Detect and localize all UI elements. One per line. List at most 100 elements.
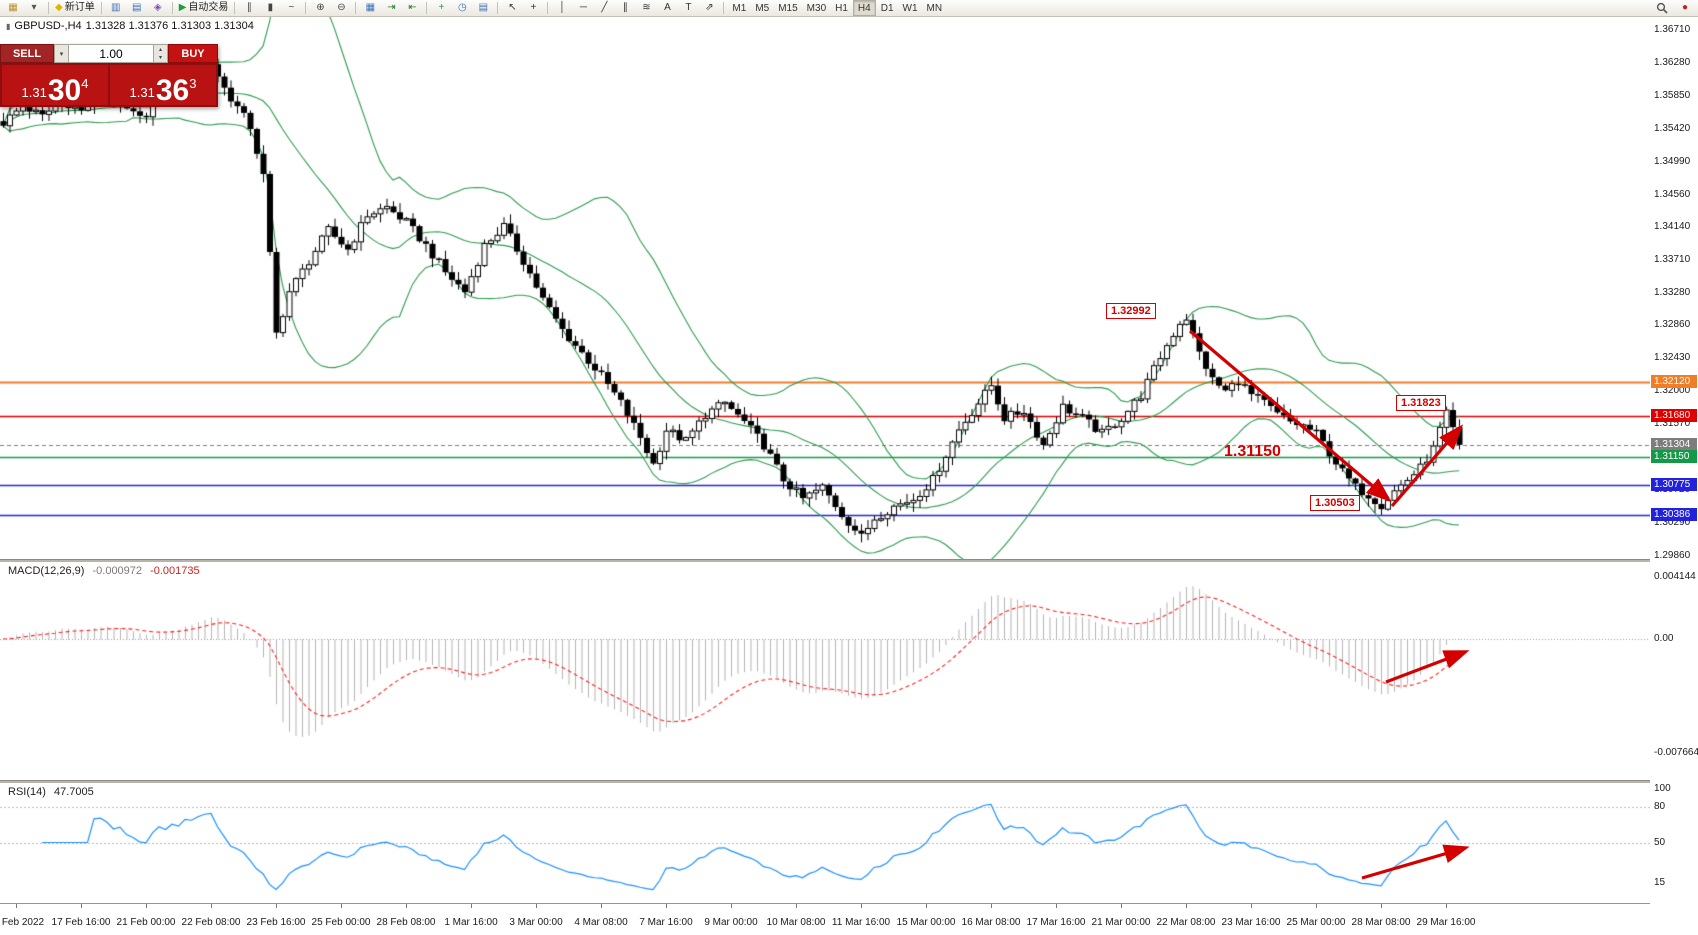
horizontal-line-button[interactable]: ─ (573, 1, 593, 16)
buy-button[interactable]: BUY (168, 44, 218, 63)
toolbar-separator (426, 2, 428, 14)
periods-button-icon: ◷ (458, 2, 467, 13)
macd-panel[interactable] (0, 561, 1650, 780)
time-tick (406, 904, 407, 908)
chart-title: ▮ GBPUSD-,H4 1.31328 1.31376 1.31303 1.3… (6, 20, 254, 32)
panel-separator[interactable] (0, 559, 1698, 562)
toolbar: ▦ ▾ ◆ 新订单 ▥ ▤ ◈ ▶ 自动交易 ∥ ▮ ~ ⊕ ⊖ ▦ ⇥ ⇤ + ◷ ▤ ↖ + │ ─ ╱ ∥ ≋ A T ⇗ M1 M5 M… (0, 0, 1698, 17)
time-label: 16 Mar 08:00 (961, 917, 1021, 928)
new-order-button[interactable]: ◆ 新订单 (53, 1, 97, 16)
search-button[interactable] (1652, 1, 1672, 16)
timeframe-m15[interactable]: M15 (774, 1, 801, 15)
line-chart-button[interactable]: ~ (281, 1, 301, 16)
market-watch-button[interactable]: ▥ (106, 1, 126, 16)
timeframe-m15-label: M15 (778, 2, 798, 14)
time-label: 15 Mar 00:00 (896, 917, 956, 928)
price-line-label: 1.31680 (1651, 409, 1697, 422)
timeframe-m30-label: M30 (806, 2, 827, 14)
crosshair-button[interactable]: + (523, 1, 543, 16)
stepper-up-icon[interactable]: ▴ (154, 45, 167, 54)
navigator-button-icon: ◈ (153, 2, 162, 13)
timeframe-d1-label: D1 (880, 2, 894, 14)
time-tick (16, 904, 17, 908)
symbol-period-label: GBPUSD-,H4 (14, 20, 82, 32)
rsi-scale-label: 15 (1654, 877, 1666, 889)
arrows-button[interactable]: ⇗ (699, 1, 719, 16)
time-tick (211, 904, 212, 908)
data-window-button[interactable]: ▤ (127, 1, 147, 16)
sell-button[interactable]: SELL (0, 44, 54, 63)
macd-scale-label: 0.004144 (1654, 571, 1696, 583)
price-tick: 1.34560 (1654, 188, 1691, 200)
timeframe-mn-label: MN (926, 2, 943, 14)
zoom-in-button[interactable]: ⊕ (310, 1, 330, 16)
vertical-line-button[interactable]: │ (552, 1, 572, 16)
macd-scale-label: 0.00 (1654, 633, 1674, 644)
alert-button[interactable]: ● (1675, 1, 1695, 16)
price-scale[interactable]: 1.36710 1.36280 1.35850 1.35420 1.34990 1.345… (1650, 17, 1698, 935)
timeframe-d1[interactable]: D1 (877, 1, 898, 15)
templates-button[interactable]: ▤ (473, 1, 493, 16)
timeframe-h4[interactable]: H4 (852, 0, 876, 16)
new-chart-button[interactable]: ▦ (3, 1, 23, 16)
rsi-label: RSI(14) 47.7005 (8, 786, 94, 798)
stepper-down-icon[interactable]: ▾ (154, 53, 167, 62)
price-annotation[interactable]: 1.31823 (1396, 395, 1446, 411)
main-chart[interactable] (0, 17, 1650, 559)
price-annotation[interactable]: 1.30503 (1310, 495, 1360, 511)
timeframe-m1[interactable]: M1 (728, 1, 750, 15)
price-tick: 1.35850 (1654, 89, 1691, 101)
text-button[interactable]: A (657, 1, 677, 16)
ask-main: 36 (155, 74, 190, 107)
timeframe-m5[interactable]: M5 (751, 1, 773, 15)
candlestick-chart-button[interactable]: ▮ (260, 1, 280, 16)
tile-windows-button[interactable]: ▦ (360, 1, 380, 16)
timeframe-h1[interactable]: H1 (831, 1, 852, 15)
auto-scroll-button[interactable]: ⇥ (381, 1, 401, 16)
time-tick (1121, 904, 1122, 908)
panel-separator[interactable] (0, 780, 1698, 783)
timeframe-w1[interactable]: W1 (899, 1, 922, 15)
ask-price[interactable]: 1.31 36 3 (110, 65, 216, 107)
ohlc-values: 1.31328 1.31376 1.31303 1.31304 (85, 20, 254, 32)
rsi-panel[interactable] (0, 782, 1650, 903)
volume-input[interactable] (69, 44, 153, 63)
price-tick: 1.34990 (1654, 155, 1691, 167)
toolbar-separator (171, 2, 173, 14)
chart-dropdown[interactable]: ▾ (24, 1, 44, 16)
chart-shift-button[interactable]: ⇤ (402, 1, 422, 16)
price-annotation[interactable]: 1.32992 (1106, 303, 1156, 319)
price-annotation[interactable]: 1.31150 (1224, 443, 1281, 460)
rsi-scale-label: 50 (1654, 836, 1666, 848)
rsi-value: 47.7005 (53, 786, 94, 798)
time-tick (81, 904, 82, 908)
text-label-button[interactable]: T (678, 1, 698, 16)
time-axis[interactable]: 17 Feb 2022 17 Feb 16:00 21 Feb 00:00 22 Fe… (0, 904, 1650, 935)
timeframe-m30[interactable]: M30 (803, 1, 830, 15)
indicators-button[interactable]: + (431, 1, 451, 16)
rsi-scale-label: 100 (1654, 783, 1671, 794)
zoom-out-button[interactable]: ⊖ (331, 1, 351, 16)
periods-button[interactable]: ◷ (452, 1, 472, 16)
volume-dropdown[interactable]: ▾ (54, 44, 69, 63)
cursor-button[interactable]: ↖ (502, 1, 522, 16)
price-line-label: 1.31150 (1651, 449, 1697, 463)
time-tick (341, 904, 342, 908)
bid-price[interactable]: 1.31 30 4 (2, 65, 108, 106)
time-label: 25 Mar 00:00 (1286, 917, 1346, 928)
rsi-name: RSI(14) (8, 786, 46, 798)
price-tick: 1.36280 (1654, 56, 1691, 68)
price-tick: 1.36710 (1654, 24, 1691, 35)
navigator-button[interactable]: ◈ (148, 1, 168, 16)
volume-stepper[interactable]: ▴ ▾ (153, 44, 168, 63)
fibonacci-button[interactable]: ≋ (636, 1, 656, 16)
channel-button[interactable]: ∥ (615, 1, 635, 16)
timeframe-mn[interactable]: MN (923, 1, 947, 15)
time-tick (796, 904, 797, 908)
bar-chart-button[interactable]: ∥ (239, 1, 259, 16)
trendline-button[interactable]: ╱ (594, 1, 614, 16)
time-tick (536, 904, 537, 908)
indicators-button-icon: + (438, 2, 445, 13)
autotrading-button[interactable]: ▶ 自动交易 (177, 1, 231, 16)
price-line-label: 1.30775 (1651, 478, 1697, 492)
